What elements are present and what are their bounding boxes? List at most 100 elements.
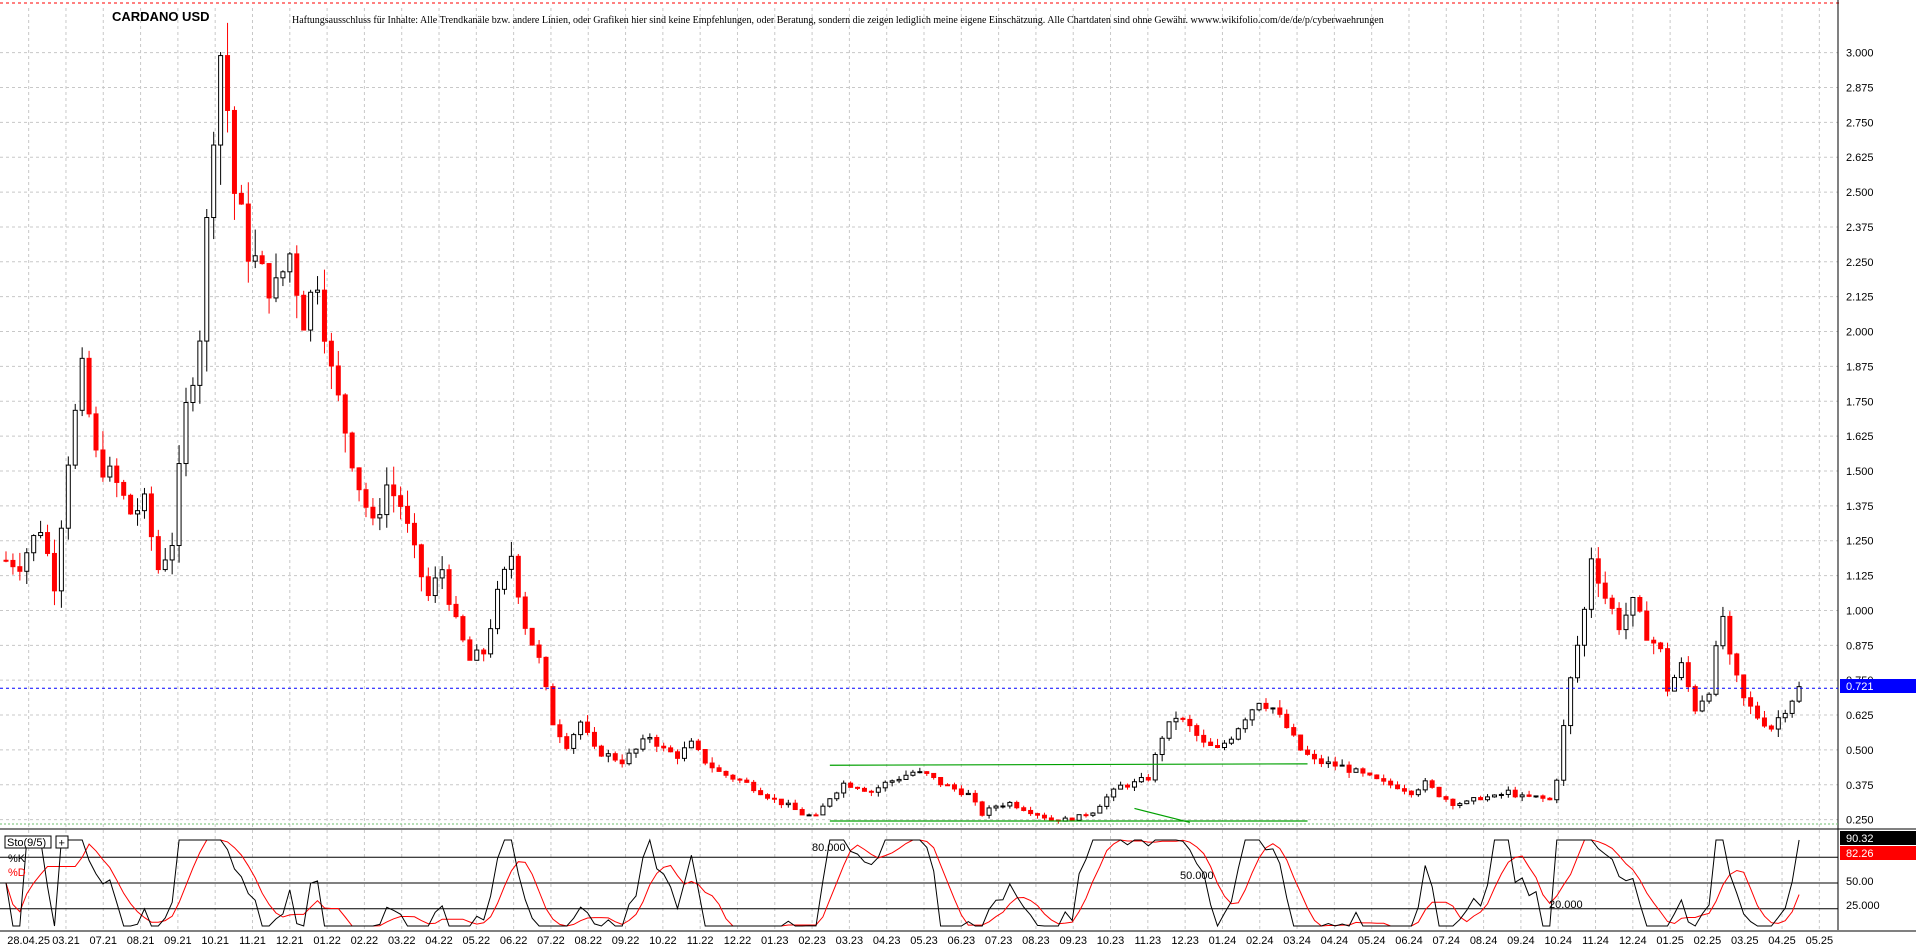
candle-body [1761,717,1767,727]
x-tick-label: 03.21 [52,935,80,947]
candle-body [612,753,618,761]
candle-body [571,734,577,749]
candle-body [72,409,78,466]
candle-body [488,628,494,655]
candle-body [972,792,978,803]
trend-lines [0,763,1838,825]
candle-body [1692,686,1698,712]
candle-body [550,686,556,726]
candle-body [578,721,584,736]
candle-body [1367,772,1373,776]
candle-body [1021,807,1027,811]
x-tick-label: 07.24 [1433,935,1461,947]
candle-body [1374,774,1380,780]
stoch-axis-tick-25: 25.000 [1846,900,1880,912]
x-tick-label: 02.24 [1246,935,1274,947]
candle-body [259,255,265,265]
candle-body [1111,788,1117,798]
candle-body [10,559,16,568]
candle-body [100,449,106,478]
x-tick-label: 03.23 [836,935,864,947]
y-tick-label: 2.500 [1846,187,1874,199]
candle-body [785,802,791,806]
candle-body [1512,789,1518,798]
candle-body [834,792,840,800]
candle-body [654,736,660,747]
x-tick-label: 12.21 [276,935,304,947]
candle-body [543,656,549,688]
candle-body [1706,693,1712,702]
plus-icon: + [59,838,65,850]
candle-body [1228,738,1234,744]
candle-body [114,465,120,483]
candle-body [1270,707,1276,710]
x-tick-label: 09.21 [164,935,192,947]
candle-body [1097,805,1103,814]
indicator-add-button[interactable] [55,835,69,849]
candle-body [681,747,687,759]
candle-body [501,568,507,590]
candle-body [1616,607,1622,631]
x-tick-label: 08.22 [574,935,602,947]
stochastic-panel [0,838,1838,928]
x-tick-label: 10.23 [1097,935,1125,947]
candle-body [695,740,701,751]
candle-body [1346,764,1352,773]
candle-body [1464,800,1470,805]
candle-body [391,484,397,497]
x-tick-label: 05.25 [1806,935,1834,947]
candle-body [1090,812,1096,816]
candle-body [1215,745,1221,748]
y-tick-label: 0.625 [1846,710,1874,722]
candle-body [813,814,819,817]
current-price-value: 0.721 [1846,681,1874,693]
candle-body [1734,653,1740,676]
candle-body [155,536,161,571]
candle-body [1526,794,1532,797]
y-tick-label: 0.875 [1846,640,1874,652]
candle-body [176,463,182,547]
x-tick-label: 09.24 [1507,935,1535,947]
candle-body [889,780,895,783]
candle-body [1318,758,1324,765]
candle-body [349,432,355,469]
candle-body [515,555,521,598]
candle-body [1325,761,1331,765]
candle-body [1699,700,1705,712]
x-tick-label: 11.23 [1134,935,1161,947]
x-tick-label: 10.22 [649,935,677,947]
y-tick-label: 1.750 [1846,396,1874,408]
candle-body [225,55,231,111]
candle-body [827,798,833,807]
y-tick-label: 2.000 [1846,327,1874,339]
candle-body [315,289,321,293]
candle-body [3,559,9,562]
candle-body [1145,777,1151,781]
candle-body [58,527,64,592]
indicator-label-box[interactable] [4,835,52,849]
grid [0,8,1916,932]
candle-body [1173,717,1179,723]
candle-body [1789,700,1795,714]
y-tick-label: 2.250 [1846,257,1874,269]
x-tick-label: 03.22 [388,935,416,947]
candle-body [1249,709,1255,721]
candle-body [24,552,30,572]
candle-body [1256,702,1262,711]
candle-body [1519,794,1525,798]
candle-body [86,357,92,415]
candle-body [370,506,376,519]
candle-body [1180,717,1186,720]
x-tick-label: 06.22 [500,935,528,947]
candle-body [425,576,431,597]
d-value: 82.26 [1846,848,1874,860]
trend-line-short [1134,807,1190,824]
stoch-k-line [5,838,1800,928]
candle-body [245,203,251,262]
x-tick-label: 08.24 [1470,935,1498,947]
candle-body [1637,597,1643,612]
candle-body [1048,817,1054,821]
candle-body [1561,725,1567,781]
candle-body [508,555,514,570]
candle-body [626,752,632,765]
